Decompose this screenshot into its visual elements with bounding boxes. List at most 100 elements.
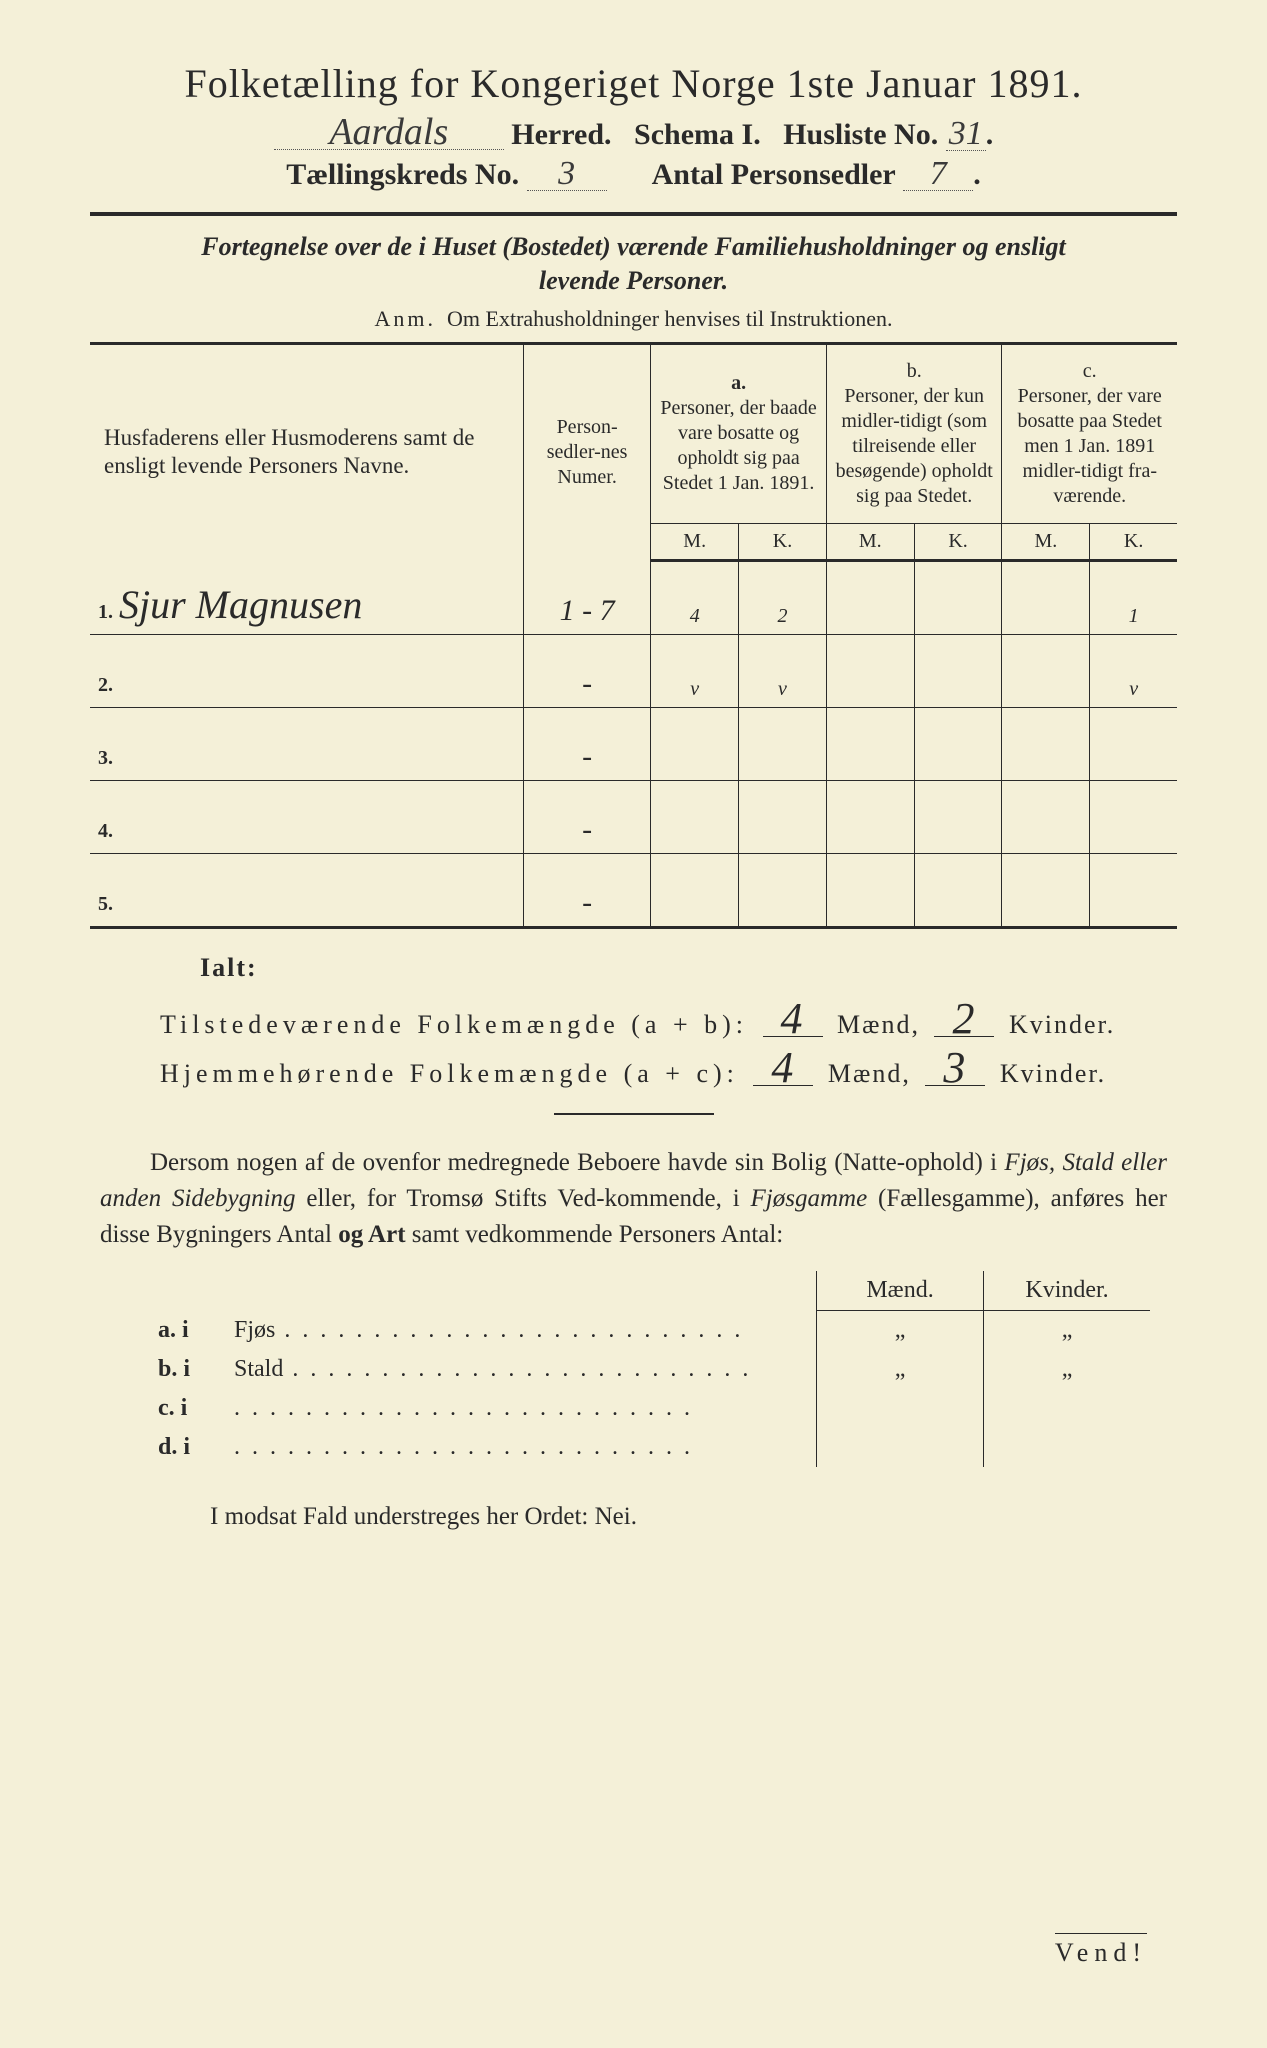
- bldg-row: b. iStald . . . . . . . . . . . . . . . …: [150, 1350, 1150, 1389]
- bldg-name: . . . . . . . . . . . . . . . . . . . . …: [226, 1389, 817, 1428]
- husliste-label: Husliste No.: [783, 118, 938, 151]
- para-t4: samt vedkommende Personers Antal:: [406, 1221, 784, 1248]
- col-a-letter: a.: [731, 372, 746, 394]
- short-rule: [554, 1113, 714, 1115]
- table-row: 2.-vvv: [90, 634, 1177, 707]
- present-m: 4: [763, 1001, 823, 1037]
- row-ak: [739, 780, 827, 853]
- kvinder-label-2: Kvinder.: [1000, 1059, 1106, 1088]
- col-name-header: Husfaderens eller Husmoderens samt de en…: [90, 343, 523, 560]
- col-a-k: K.: [739, 523, 827, 560]
- present-k: 2: [934, 1001, 994, 1037]
- subtitle-line2: levende Personer.: [539, 266, 728, 295]
- row-cm: [1002, 707, 1090, 780]
- header-line-2: Aardals Herred. Schema I. Husliste No. 3…: [90, 115, 1177, 152]
- bldg-name: . . . . . . . . . . . . . . . . . . . . …: [226, 1428, 817, 1467]
- col-b-text: Personer, der kun midler-tidigt (som til…: [836, 385, 993, 507]
- bldg-name: Stald . . . . . . . . . . . . . . . . . …: [226, 1350, 817, 1389]
- col-b-letter: b.: [907, 360, 922, 382]
- row-num: -: [523, 780, 650, 853]
- row-ck: v: [1090, 634, 1177, 707]
- para-it2: Fjøsgamme: [751, 1185, 868, 1212]
- col-c-m: M.: [1002, 523, 1090, 560]
- letterhead: Folketælling for Kongeriget Norge 1ste J…: [90, 60, 1177, 202]
- header-line-3: Tællingskreds No. 3 Antal Personsedler 7…: [90, 158, 1177, 202]
- resident-label: Hjemmehørende Folkemængde (a + c):: [160, 1059, 739, 1088]
- ialt-label: Ialt:: [200, 953, 1177, 983]
- col-b-header: b. Personer, der kun midler-tidigt (som …: [826, 343, 1002, 523]
- bldg-k: [984, 1428, 1151, 1467]
- row-num: 1 - 7: [523, 560, 650, 634]
- col-b-k: K.: [914, 523, 1002, 560]
- row-ak: v: [739, 634, 827, 707]
- para-t1: Dersom nogen af de ovenfor medregnede Be…: [150, 1149, 1004, 1176]
- col-c-letter: c.: [1083, 360, 1097, 382]
- present-label: Tilstedeværende Folkemængde (a + b):: [160, 1010, 748, 1039]
- nei-line: I modsat Fald understreges her Ordet: Ne…: [210, 1503, 1177, 1531]
- subtitle: Fortegnelse over de i Huset (Bostedet) v…: [90, 230, 1177, 298]
- row-bm: [826, 780, 914, 853]
- col-c-text: Personer, der vare bosatte paa Stedet me…: [1018, 385, 1162, 507]
- maend-label-1: Mænd,: [837, 1010, 920, 1039]
- resident-m: 4: [753, 1050, 813, 1086]
- row-ck: 1: [1090, 560, 1177, 634]
- row-cm: [1002, 560, 1090, 634]
- main-title: Folketælling for Kongeriget Norge 1ste J…: [90, 60, 1177, 107]
- subtitle-line1: Fortegnelse over de i Huset (Bostedet) v…: [201, 232, 1066, 261]
- col-num-header: Person-sedler-nes Numer.: [523, 343, 650, 560]
- row-bm: [826, 707, 914, 780]
- row-am: v: [651, 634, 739, 707]
- bldg-kvinder-header: Kvinder.: [984, 1271, 1151, 1311]
- row-bk: [914, 707, 1002, 780]
- maend-label-2: Mænd,: [828, 1059, 911, 1088]
- bldg-m: „: [817, 1311, 984, 1351]
- bldg-row: a. iFjøs . . . . . . . . . . . . . . . .…: [150, 1311, 1150, 1351]
- col-a-text: Personer, der baade vare bosatte og opho…: [660, 397, 816, 494]
- bldg-k: „: [984, 1311, 1151, 1351]
- row-ck: [1090, 780, 1177, 853]
- schema-label: Schema I.: [634, 118, 761, 151]
- col-a-header: a. Personer, der baade vare bosatte og o…: [651, 343, 827, 523]
- bldg-row: c. i . . . . . . . . . . . . . . . . . .…: [150, 1389, 1150, 1428]
- row-am: [651, 707, 739, 780]
- table-row: 3.-: [90, 707, 1177, 780]
- row-num: -: [523, 853, 650, 927]
- bldg-letter: b. i: [150, 1350, 226, 1389]
- bldg-letter: a. i: [150, 1311, 226, 1351]
- row-ak: [739, 853, 827, 927]
- bldg-row: d. i . . . . . . . . . . . . . . . . . .…: [150, 1428, 1150, 1467]
- vend-label: Vend!: [1055, 1933, 1147, 1968]
- row-num: -: [523, 707, 650, 780]
- row-bm: [826, 560, 914, 634]
- col-c-k: K.: [1090, 523, 1177, 560]
- row-bm: [826, 634, 914, 707]
- row-cm: [1002, 853, 1090, 927]
- col-a-m: M.: [651, 523, 739, 560]
- col-b-m: M.: [826, 523, 914, 560]
- herred-label: Herred.: [511, 118, 611, 151]
- row-name: Sjur Magnusen: [119, 582, 362, 627]
- row-cm: [1002, 780, 1090, 853]
- row-ck: [1090, 853, 1177, 927]
- para-t2: eller, for Tromsø Stifts Ved-kommende, i: [296, 1185, 751, 1212]
- total-present: Tilstedeværende Folkemængde (a + b): 4 M…: [160, 1001, 1177, 1040]
- row-bk: [914, 560, 1002, 634]
- resident-k: 3: [925, 1050, 985, 1086]
- herred-value: Aardals: [274, 115, 504, 150]
- table-row: 4.-: [90, 780, 1177, 853]
- building-table: Mænd. Kvinder. a. iFjøs . . . . . . . . …: [150, 1271, 1150, 1467]
- row-bk: [914, 780, 1002, 853]
- row-ck: [1090, 707, 1177, 780]
- row-am: 4: [651, 560, 739, 634]
- row-ak: 2: [739, 560, 827, 634]
- kreds-value: 3: [527, 159, 607, 191]
- table-row: 5.-: [90, 853, 1177, 927]
- bldg-maend-header: Mænd.: [817, 1271, 984, 1311]
- antal-label: Antal Personsedler: [652, 158, 896, 191]
- row-am: [651, 853, 739, 927]
- row-num: -: [523, 634, 650, 707]
- anm-note: Anm. Om Extrahusholdninger henvises til …: [90, 306, 1177, 332]
- row-ak: [739, 707, 827, 780]
- husliste-value: 31: [946, 119, 986, 151]
- kvinder-label-1: Kvinder.: [1009, 1010, 1115, 1039]
